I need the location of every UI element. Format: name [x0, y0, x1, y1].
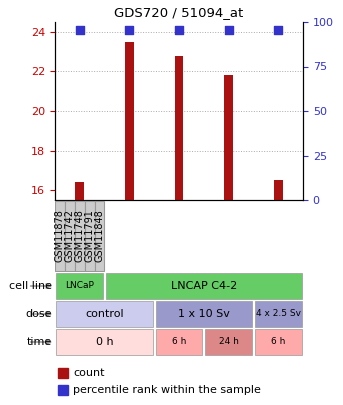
Text: 4 x 2.5 Sv: 4 x 2.5 Sv — [256, 309, 301, 318]
Bar — [57, 301, 153, 327]
Bar — [58, 368, 68, 378]
Bar — [224, 75, 233, 200]
Bar — [255, 329, 301, 355]
Text: 1 x 10 Sv: 1 x 10 Sv — [178, 309, 230, 319]
Bar — [85, 201, 95, 271]
Text: cell line: cell line — [9, 281, 51, 291]
Bar — [156, 301, 252, 327]
Bar — [205, 329, 252, 355]
Bar — [255, 301, 301, 327]
Text: GSM11791: GSM11791 — [85, 209, 95, 262]
Text: dose: dose — [25, 309, 51, 319]
Bar — [58, 385, 68, 395]
Text: LNCaP: LNCaP — [66, 281, 94, 290]
Bar — [57, 273, 103, 299]
Text: GSM11848: GSM11848 — [95, 210, 105, 262]
Text: control: control — [85, 309, 124, 319]
Text: 0 h: 0 h — [96, 337, 114, 347]
Text: 6 h: 6 h — [271, 337, 285, 347]
Bar — [75, 182, 84, 200]
Text: GSM11748: GSM11748 — [75, 209, 85, 262]
Bar — [57, 329, 153, 355]
Bar — [75, 201, 85, 271]
Point — [275, 27, 281, 33]
Point — [127, 27, 132, 33]
Point — [176, 27, 182, 33]
Bar — [175, 55, 184, 200]
Bar — [106, 273, 301, 299]
Bar — [65, 201, 75, 271]
Text: 6 h: 6 h — [172, 337, 186, 347]
Title: GDS720 / 51094_at: GDS720 / 51094_at — [114, 6, 244, 19]
Bar — [274, 180, 283, 200]
Text: GSM11878: GSM11878 — [55, 209, 65, 262]
Text: percentile rank within the sample: percentile rank within the sample — [73, 385, 261, 395]
Bar — [55, 201, 65, 271]
Bar — [156, 329, 202, 355]
Text: count: count — [73, 368, 105, 378]
Bar — [95, 201, 105, 271]
Bar — [125, 42, 134, 200]
Text: GSM11742: GSM11742 — [65, 209, 75, 262]
Text: time: time — [26, 337, 51, 347]
Text: 24 h: 24 h — [219, 337, 238, 347]
Point — [226, 27, 231, 33]
Text: LNCAP C4-2: LNCAP C4-2 — [171, 281, 237, 291]
Point — [77, 27, 83, 33]
